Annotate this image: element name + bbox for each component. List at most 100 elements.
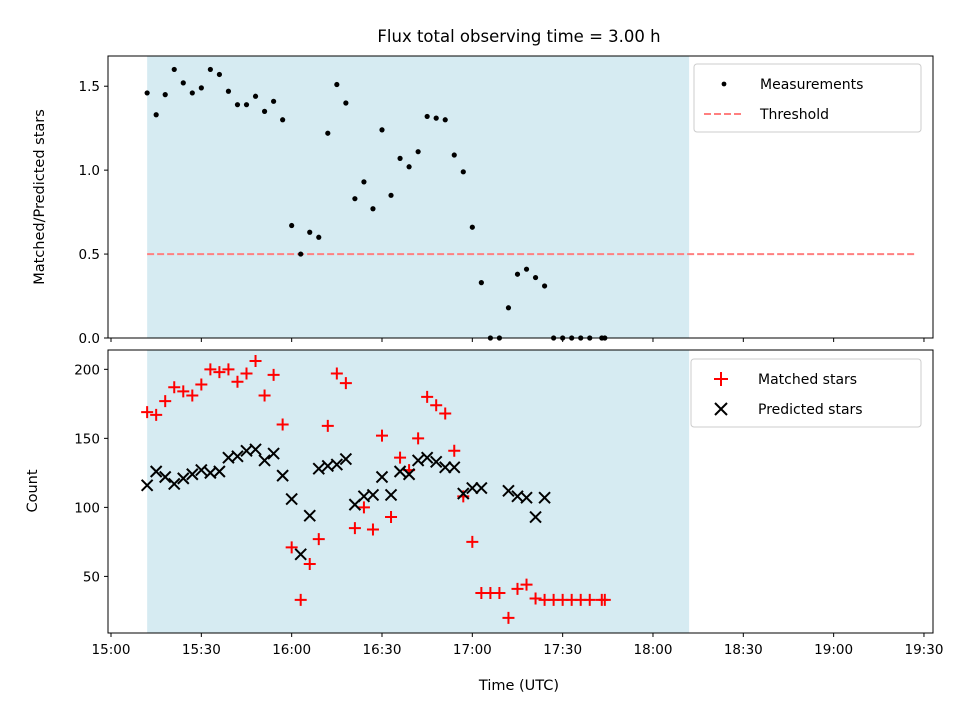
matched-star-point xyxy=(394,451,407,464)
matched-star-point xyxy=(249,355,262,368)
measurement-point xyxy=(532,274,539,281)
predicted-star-point xyxy=(258,454,271,467)
x-axis-label: Time (UTC) xyxy=(478,678,559,694)
matched-star-point xyxy=(267,368,280,381)
predicted-star-point xyxy=(520,491,533,504)
y-tick-label: 150 xyxy=(74,431,100,447)
predicted-star-point xyxy=(538,491,551,504)
predicted-star-point xyxy=(366,488,380,502)
predicted-star-point xyxy=(457,487,470,500)
measurement-point xyxy=(343,100,349,106)
measurement-point xyxy=(397,155,403,161)
y-tick-label: 50 xyxy=(83,569,100,585)
measurement-point xyxy=(243,102,250,108)
predicted-star-point xyxy=(140,479,154,492)
matched-star-point xyxy=(150,408,163,421)
predicted-star-point xyxy=(186,468,199,481)
predicted-star-point xyxy=(294,548,307,561)
matched-star-point xyxy=(321,419,334,432)
predicted-star-point xyxy=(475,481,488,495)
matched-star-point xyxy=(312,533,325,546)
predicted-star-point xyxy=(330,458,344,471)
matched-star-point xyxy=(466,535,479,548)
measurement-point xyxy=(198,85,204,91)
matched-star-point xyxy=(348,522,361,535)
matched-star-point xyxy=(240,367,253,380)
x-tick-label: 17:00 xyxy=(453,642,492,658)
predicted-star-point xyxy=(149,465,163,478)
matched-star-point xyxy=(222,363,235,376)
measurement-point xyxy=(171,66,177,73)
measurement-point xyxy=(523,266,530,272)
predicted-star-point xyxy=(375,470,389,484)
top-legend: Measurements Threshold xyxy=(693,63,922,133)
matched-star-point xyxy=(276,418,289,431)
legend-predicted-marker xyxy=(714,402,728,416)
measurement-point xyxy=(189,90,195,96)
measurement-point xyxy=(153,112,159,118)
measurement-point xyxy=(478,280,484,286)
chart-title: Flux total observing time = 3.00 h xyxy=(377,27,660,46)
matched-star-point xyxy=(583,593,596,606)
matched-star-point xyxy=(357,501,370,514)
measurement-point xyxy=(252,93,259,99)
measurement-point xyxy=(307,229,313,235)
predicted-star-point xyxy=(249,443,262,456)
predicted-star-point xyxy=(393,465,407,478)
measurement-point xyxy=(541,283,548,289)
predicted-star-point xyxy=(213,465,226,478)
x-tick-label: 17:30 xyxy=(543,642,582,658)
bottom-panel-frame xyxy=(107,349,934,634)
bottom-panel-marks xyxy=(140,355,611,624)
predicted-star-point xyxy=(466,481,479,495)
measurement-point xyxy=(207,66,213,73)
predicted-star-point xyxy=(384,488,398,502)
predicted-star-point xyxy=(231,450,244,463)
matched-star-point xyxy=(366,523,379,536)
predicted-star-point xyxy=(402,468,416,481)
x-tick-label: 15:00 xyxy=(92,642,131,658)
measurement-point xyxy=(460,169,466,175)
predicted-star-point xyxy=(429,455,443,469)
matched-star-point xyxy=(195,378,208,391)
predicted-star-point xyxy=(339,452,353,466)
measurement-point xyxy=(379,127,385,133)
top-panel-y-ticks: 0.0 0.5 1.0 1.5 xyxy=(79,79,108,347)
measurement-point xyxy=(316,234,322,240)
predicted-star-point xyxy=(448,461,461,474)
matched-star-point xyxy=(511,582,524,595)
predicted-star-point xyxy=(168,477,181,491)
matched-star-point xyxy=(421,390,434,403)
top-panel-x-ticks xyxy=(110,338,925,342)
y-tick-label: 0.0 xyxy=(79,331,100,347)
legend-matched-label: Matched stars xyxy=(758,372,857,388)
measurement-point xyxy=(261,108,268,114)
x-tick-label: 18:30 xyxy=(724,642,763,658)
matched-star-point xyxy=(430,399,443,412)
y-tick-label: 1.0 xyxy=(79,163,100,179)
matched-star-point xyxy=(204,363,217,376)
predicted-star-point xyxy=(177,472,190,485)
x-tick-label: 16:00 xyxy=(272,642,311,658)
measurement-point xyxy=(370,206,376,212)
y-tick-label: 200 xyxy=(74,362,100,378)
top-legend-box xyxy=(693,63,922,133)
predicted-star-point xyxy=(529,510,542,524)
matched-star-point xyxy=(448,444,461,457)
top-panel: 0.0 0.5 1.0 1.5 Matched/Predicted stars Mea… xyxy=(32,55,934,347)
y-tick-label: 100 xyxy=(74,500,100,516)
measurement-point xyxy=(361,179,367,185)
measurement-point xyxy=(433,115,439,121)
measurement-point xyxy=(388,192,394,198)
x-tick-label: 16:30 xyxy=(363,642,402,658)
measurement-point xyxy=(352,196,358,202)
measurement-point xyxy=(289,222,295,229)
measurement-point xyxy=(514,271,521,277)
measurement-point xyxy=(298,251,304,257)
matched-star-point xyxy=(294,593,307,606)
matched-star-point xyxy=(303,557,316,570)
measurement-point xyxy=(505,305,512,311)
x-tick-label: 18:00 xyxy=(634,642,673,658)
measurement-point xyxy=(180,80,186,86)
predicted-star-point xyxy=(159,470,172,484)
